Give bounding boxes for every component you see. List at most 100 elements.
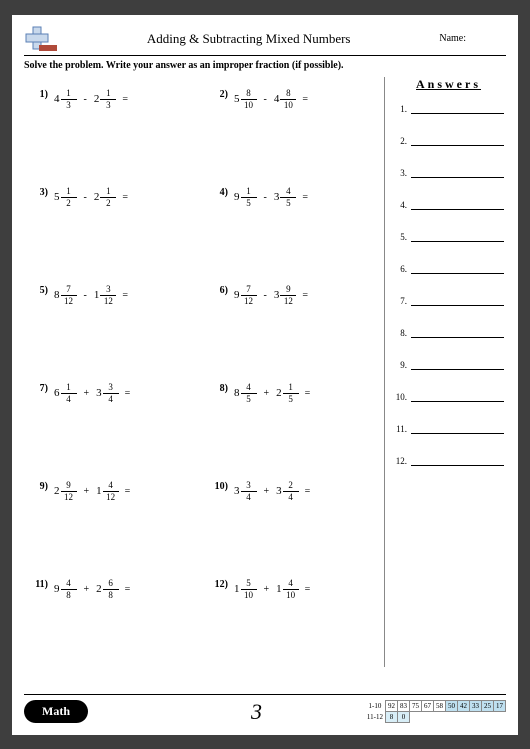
problem-number: 10) — [210, 481, 228, 492]
answer-row: 9. — [393, 360, 504, 370]
operator: - — [264, 290, 267, 301]
answer-blank[interactable] — [411, 168, 504, 178]
mixed-number: 2912 — [54, 481, 77, 502]
answer-blank[interactable] — [411, 264, 504, 274]
math-badge: Math — [24, 700, 88, 723]
problem-number: 4) — [210, 187, 228, 198]
mixed-number: 915 — [234, 187, 257, 208]
answer-row: 3. — [393, 168, 504, 178]
score-cell: 33 — [469, 701, 481, 712]
expression: 5810-4810= — [234, 89, 308, 110]
score-cell: 75 — [409, 701, 421, 712]
problem-number: 5) — [30, 285, 48, 296]
score-cell: 25 — [481, 701, 493, 712]
operator: - — [84, 94, 87, 105]
answer-blank[interactable] — [411, 296, 504, 306]
answer-number: 4. — [393, 200, 407, 210]
problem: 11)948+268= — [24, 567, 204, 665]
problem: 3) 512-212= — [24, 175, 204, 273]
mixed-number: 4810 — [274, 89, 297, 110]
score-cell: 67 — [421, 701, 433, 712]
answers-column: Answers 1.2.3.4.5.6.7.8.9.10.11.12. — [384, 77, 504, 667]
operator: - — [264, 192, 267, 203]
answer-blank[interactable] — [411, 424, 504, 434]
answer-number: 7. — [393, 296, 407, 306]
answer-blank[interactable] — [411, 456, 504, 466]
expression: 512-212= — [54, 187, 128, 208]
problem-number: 3) — [30, 187, 48, 198]
answer-blank[interactable] — [411, 328, 504, 338]
expression: 413-213= — [54, 89, 128, 110]
problem-number: 2) — [210, 89, 228, 100]
mixed-number: 334 — [234, 481, 257, 502]
answer-blank[interactable] — [411, 232, 504, 242]
answer-number: 2. — [393, 136, 407, 146]
mixed-number: 212 — [94, 187, 117, 208]
problem-number: 12) — [210, 579, 228, 590]
answer-number: 11. — [393, 424, 407, 434]
mixed-number: 215 — [276, 383, 299, 404]
equals-sign: = — [302, 94, 308, 105]
problem-number: 11) — [30, 579, 48, 590]
answer-number: 9. — [393, 360, 407, 370]
operator: + — [264, 486, 270, 497]
expression: 845+215= — [234, 383, 310, 404]
answer-number: 10. — [393, 392, 407, 402]
problem-number: 8) — [210, 383, 228, 394]
mixed-number: 413 — [54, 89, 77, 110]
page-number: 3 — [251, 699, 262, 725]
problem: 8)845+215= — [204, 371, 384, 469]
mixed-number: 3912 — [274, 285, 297, 306]
mixed-number: 948 — [54, 579, 77, 600]
answer-blank[interactable] — [411, 392, 504, 402]
expression: 2912+1412= — [54, 481, 130, 502]
expression: 8712-1312= — [54, 285, 128, 306]
answers-list: 1.2.3.4.5.6.7.8.9.10.11.12. — [393, 104, 504, 466]
mixed-number: 324 — [276, 481, 299, 502]
logo-icon — [24, 25, 58, 53]
expression: 614+334= — [54, 383, 130, 404]
answer-blank[interactable] — [411, 136, 504, 146]
problem-number: 9) — [30, 481, 48, 492]
score-cell: 92 — [385, 701, 397, 712]
answers-title: Answers — [393, 77, 504, 92]
operator: - — [84, 290, 87, 301]
score-cell: 8 — [385, 712, 397, 723]
mixed-number: 1412 — [96, 481, 119, 502]
answer-blank[interactable] — [411, 104, 504, 114]
expression: 334+324= — [234, 481, 310, 502]
problem: 6)9712-3912= — [204, 273, 384, 371]
equals-sign: = — [302, 192, 308, 203]
mixed-number: 9712 — [234, 285, 257, 306]
content-area: 1)413-213=2)5810-4810=3)512-212=4)915-34… — [24, 77, 506, 667]
answer-number: 8. — [393, 328, 407, 338]
answer-row: 10. — [393, 392, 504, 402]
problem: 9) 2912+1412= — [24, 469, 204, 567]
operator: + — [84, 388, 90, 399]
answer-row: 11. — [393, 424, 504, 434]
problem: 10)334+324= — [204, 469, 384, 567]
answer-blank[interactable] — [411, 360, 504, 370]
operator: + — [264, 584, 270, 595]
mixed-number: 213 — [94, 89, 117, 110]
answer-row: 7. — [393, 296, 504, 306]
problems-grid: 1)413-213=2)5810-4810=3)512-212=4)915-34… — [24, 77, 384, 667]
mixed-number: 268 — [96, 579, 119, 600]
operator: + — [84, 584, 90, 595]
expression: 915-345= — [234, 187, 308, 208]
instruction-text: Solve the problem. Write your answer as … — [24, 60, 506, 71]
answer-number: 6. — [393, 264, 407, 274]
answer-row: 5. — [393, 232, 504, 242]
equals-sign: = — [122, 290, 128, 301]
mixed-number: 1410 — [276, 579, 299, 600]
score-cell: 42 — [457, 701, 469, 712]
operator: - — [264, 94, 267, 105]
mixed-number: 845 — [234, 383, 257, 404]
problem: 12)1510+1410= — [204, 567, 384, 665]
score-cell: 83 — [397, 701, 409, 712]
answer-number: 3. — [393, 168, 407, 178]
answer-row: 4. — [393, 200, 504, 210]
equals-sign: = — [305, 388, 311, 399]
answer-row: 1. — [393, 104, 504, 114]
answer-blank[interactable] — [411, 200, 504, 210]
